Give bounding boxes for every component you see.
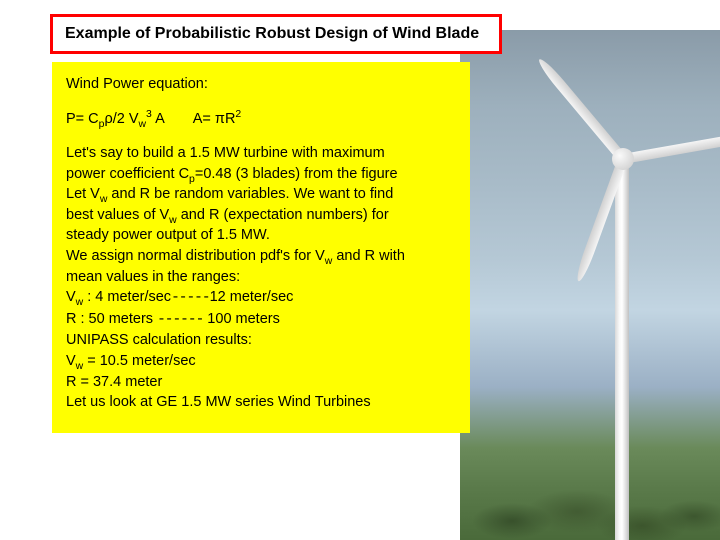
text-line: 12 meter/sec [210,289,294,305]
slide-title-box: Example of Probabilistic Robust Design o… [50,14,502,54]
photo-vegetation [460,445,720,540]
turbine-blade [622,132,720,164]
eq-text: A= πR [193,111,236,127]
text-line: power coefficient C [66,166,189,182]
text-line: steady power output of 1.5 MW. [66,227,270,243]
body-text: Let's say to build a 1.5 MW turbine with… [66,143,456,413]
text-line: V [66,353,76,369]
eq-text: P= C [66,111,99,127]
text-line: R : 50 meters [66,311,157,327]
eq-text: ρ/2 V [104,111,138,127]
text-line: and R with [332,248,405,264]
turbine-tower [615,160,629,540]
equation-header: Wind Power equation: [66,74,456,95]
range-dashes: ------ [157,312,203,328]
text-line: : 4 meter/sec [83,289,171,305]
eq-subscript: w [139,118,147,129]
text-line: best values of V [66,207,169,223]
text-line: and R be random variables. We want to fi… [107,186,393,202]
text-line: =0.48 (3 blades) from the figure [195,166,398,182]
wind-turbine-photo [460,30,720,540]
text-line: 100 meters [203,311,280,327]
turbine-hub [612,148,634,170]
power-equation: P= Cpρ/2 Vw3 AA= πR2 [66,109,456,130]
range-dashes: ----- [171,290,210,306]
text-line: and R (expectation numbers) for [177,207,389,223]
text-line: mean values in the ranges: [66,269,240,285]
text-line: R = 37.4 meter [66,374,162,390]
text-line: Let V [66,186,100,202]
slide-title: Example of Probabilistic Robust Design o… [65,25,479,42]
text-line: V [66,289,76,305]
text-line: We assign normal distribution pdf's for … [66,248,325,264]
text-line: UNIPASS calculation results: [66,332,252,348]
subscript: w [169,215,177,226]
eq-text: A [152,111,165,127]
text-line: = 10.5 meter/sec [83,353,195,369]
slide-content-box: Wind Power equation: P= Cpρ/2 Vw3 AA= πR… [52,62,470,433]
turbine-blade [536,56,627,162]
eq-superscript: 2 [235,109,241,120]
text-line: Let us look at GE 1.5 MW series Wind Tur… [66,394,371,410]
text-line: Let's say to build a 1.5 MW turbine with… [66,145,385,161]
